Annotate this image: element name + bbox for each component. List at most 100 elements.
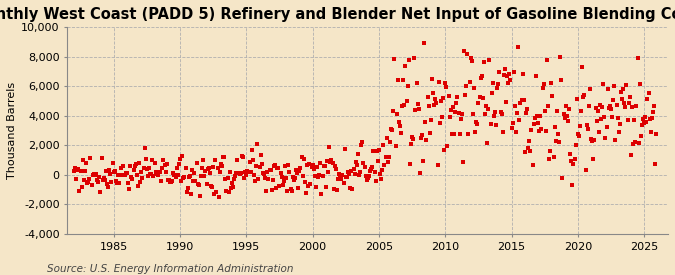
Point	[168, 171, 179, 175]
Point	[357, 140, 368, 145]
Point	[106, 179, 117, 184]
Point	[364, 174, 375, 179]
Point	[379, 163, 390, 167]
Point	[416, 136, 427, 141]
Point	[638, 117, 649, 121]
Point	[392, 78, 403, 82]
Point	[477, 73, 487, 78]
Point	[213, 195, 224, 199]
Point	[465, 56, 476, 60]
Point	[102, 182, 113, 186]
Point	[631, 104, 642, 108]
Point	[138, 166, 149, 170]
Point	[119, 172, 130, 177]
Point	[423, 104, 434, 109]
Point	[645, 117, 655, 121]
Point	[349, 172, 360, 176]
Point	[427, 77, 437, 81]
Point	[78, 178, 89, 182]
Point	[370, 179, 381, 183]
Point	[421, 137, 432, 142]
Point	[373, 158, 383, 163]
Point	[497, 129, 508, 134]
Point	[171, 166, 182, 170]
Point	[101, 169, 111, 173]
Point	[257, 170, 268, 175]
Point	[446, 132, 457, 136]
Point	[647, 110, 658, 114]
Point	[629, 118, 640, 122]
Point	[279, 163, 290, 168]
Point	[163, 177, 174, 182]
Point	[291, 167, 302, 172]
Point	[285, 187, 296, 191]
Point	[352, 163, 362, 167]
Point	[251, 164, 262, 169]
Point	[583, 104, 594, 108]
Point	[601, 125, 612, 129]
Point	[550, 139, 561, 143]
Point	[461, 84, 472, 88]
Point	[453, 111, 464, 115]
Point	[298, 157, 309, 161]
Point	[281, 188, 292, 193]
Point	[639, 120, 649, 125]
Point	[498, 73, 509, 77]
Point	[74, 189, 85, 193]
Point	[360, 174, 371, 178]
Point	[157, 166, 167, 170]
Point	[142, 167, 153, 171]
Point	[549, 125, 560, 129]
Point	[605, 104, 616, 109]
Point	[546, 81, 557, 85]
Point	[354, 173, 364, 177]
Point	[260, 176, 271, 180]
Point	[474, 95, 485, 99]
Point	[437, 95, 448, 100]
Point	[377, 167, 387, 172]
Point	[404, 162, 415, 166]
Point	[220, 177, 231, 182]
Point	[200, 168, 211, 173]
Point	[286, 189, 297, 193]
Point	[238, 155, 248, 159]
Point	[149, 161, 160, 165]
Point	[236, 154, 247, 158]
Point	[340, 175, 351, 180]
Point	[501, 99, 512, 104]
Point	[120, 170, 131, 175]
Point	[593, 109, 603, 113]
Point	[484, 57, 495, 62]
Point	[493, 82, 504, 87]
Point	[252, 142, 263, 147]
Point	[296, 155, 307, 159]
Point	[82, 180, 92, 185]
Point	[306, 165, 317, 169]
Point	[264, 168, 275, 172]
Point	[496, 112, 507, 116]
Point	[305, 182, 316, 186]
Point	[92, 177, 103, 182]
Point	[188, 179, 198, 183]
Point	[396, 131, 406, 135]
Point	[68, 169, 79, 174]
Point	[253, 176, 264, 181]
Point	[317, 174, 328, 178]
Point	[190, 179, 201, 183]
Point	[529, 122, 539, 126]
Point	[128, 167, 139, 172]
Point	[163, 178, 173, 182]
Point	[147, 158, 158, 163]
Point	[242, 169, 253, 173]
Point	[480, 111, 491, 116]
Point	[303, 184, 314, 188]
Point	[400, 64, 411, 68]
Point	[633, 141, 644, 145]
Point	[495, 110, 506, 114]
Point	[432, 163, 443, 167]
Point	[632, 56, 643, 60]
Point	[621, 82, 632, 87]
Point	[326, 157, 337, 162]
Point	[313, 175, 323, 179]
Point	[507, 121, 518, 125]
